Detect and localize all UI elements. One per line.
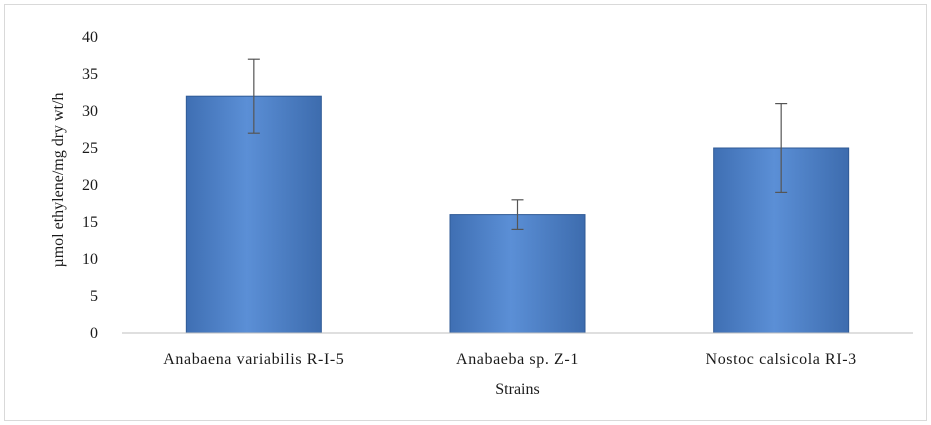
x-category-label: Nostoc calsicola RI-3 [706,351,857,368]
x-category-label: Anabaena variabilis R-I-5 [163,351,344,368]
y-tick-label: 35 [82,66,98,83]
chart-frame: 0 5 10 15 20 25 30 35 40 Anabaena variabilis R-I… [4,4,927,421]
y-axis-title: µmol ethylene/mg dry wt/h [50,93,67,268]
y-tick-label: 30 [82,103,98,120]
error-bar [775,102,788,193]
y-tick-label: 25 [82,140,98,157]
error-bars [247,58,788,230]
y-axis-ticks: 0 5 10 15 20 25 30 35 40 [82,29,98,342]
bar [449,214,586,334]
y-tick-label: 5 [90,288,98,305]
error-bar [247,58,260,134]
x-axis-category-labels: Anabaena variabilis R-I-5 Anabaeba sp. Z-… [163,351,857,368]
x-axis-title: Strains [495,381,539,398]
y-tick-label: 20 [82,177,98,194]
y-tick-label: 15 [82,214,98,231]
y-tick-label: 0 [90,325,98,342]
y-tick-label: 40 [82,29,98,46]
error-bar [511,199,524,230]
bar-chart: 0 5 10 15 20 25 30 35 40 Anabaena variabilis R-I… [50,29,913,398]
bar [185,95,322,334]
y-tick-label: 10 [82,251,98,268]
x-category-label: Anabaeba sp. Z-1 [456,351,579,368]
